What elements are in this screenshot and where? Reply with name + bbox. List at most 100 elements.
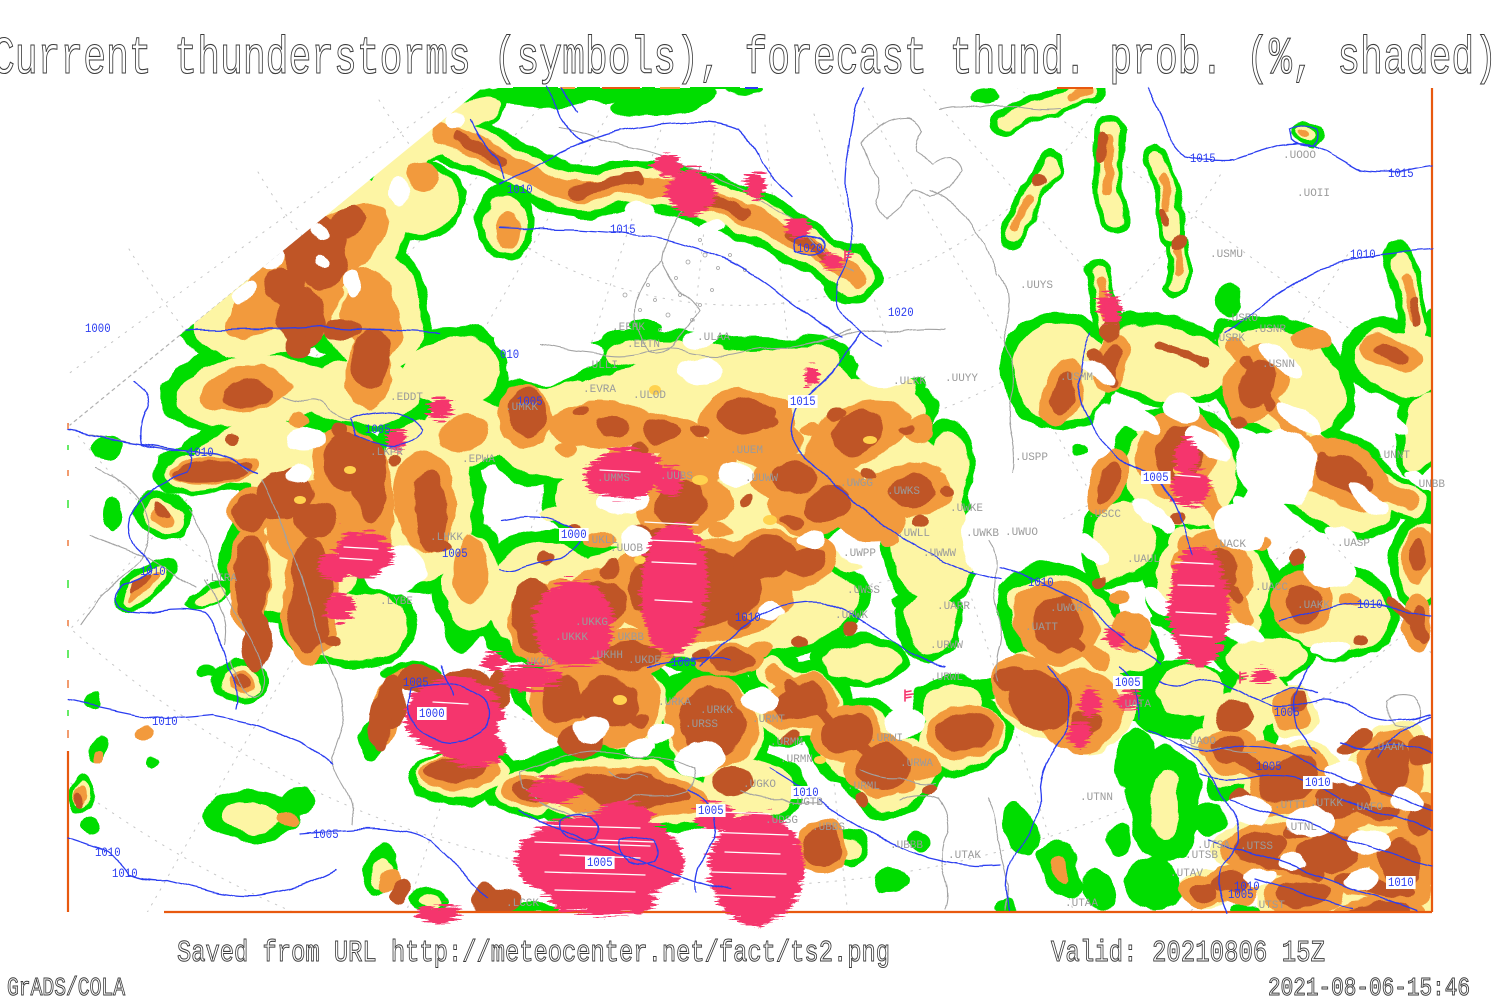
svg-text:1010: 1010: [1234, 879, 1260, 894]
svg-text:.USRK: .USRK: [1212, 333, 1245, 345]
svg-text:.UACC: .UACC: [1255, 582, 1288, 594]
svg-text:.UKOO: .UKOO: [520, 657, 553, 669]
svg-text:.UKHH: .UKHH: [590, 650, 623, 662]
svg-text:GrADS/COLA: GrADS/COLA: [7, 974, 125, 1000]
svg-text:.USNN: .USNN: [1262, 359, 1295, 371]
svg-text:1005: 1005: [313, 827, 339, 842]
svg-text:1005: 1005: [1115, 675, 1141, 690]
svg-text:.UOOO: .UOOO: [1283, 150, 1316, 162]
svg-text:.LHKK: .LHKK: [430, 532, 463, 544]
svg-text:.UUOB: .UUOB: [610, 543, 643, 555]
svg-text:.UWGG: .UWGG: [840, 478, 873, 490]
svg-text:1005: 1005: [698, 803, 724, 818]
svg-text:.USMU: .USMU: [1210, 249, 1243, 261]
svg-text:.UAFO: .UAFO: [1350, 802, 1383, 814]
svg-text:.UTST: .UTST: [1252, 900, 1285, 912]
svg-text:1010: 1010: [1357, 597, 1383, 612]
svg-text:1010: 1010: [95, 845, 121, 860]
svg-text:1005: 1005: [403, 675, 429, 690]
svg-text:1005: 1005: [671, 655, 697, 670]
svg-text:.UKBB: .UKBB: [611, 632, 644, 644]
svg-text:.UWKE: .UWKE: [950, 503, 983, 515]
svg-text:.UARR: .UARR: [937, 601, 970, 613]
svg-text:.UMMS: .UMMS: [597, 473, 630, 485]
svg-text:.EETN: .EETN: [627, 339, 660, 351]
svg-text:.UTSB: .UTSB: [1185, 850, 1218, 862]
svg-text:.UOII: .UOII: [1297, 188, 1330, 200]
svg-text:.UBBB: .UBBB: [890, 840, 923, 852]
svg-text:.UATA: .UATA: [1118, 699, 1151, 711]
svg-text:1015: 1015: [1388, 166, 1414, 181]
svg-text:Valid: 20210806 15Z: Valid: 20210806 15Z: [1051, 936, 1325, 971]
svg-text:.URWI: .URWI: [870, 733, 903, 745]
svg-text:1015: 1015: [610, 222, 636, 237]
svg-text:.URWK: .URWK: [835, 610, 868, 622]
svg-text:.ULLI: .ULLI: [585, 360, 618, 372]
svg-text:.UBBS: .UBBS: [812, 822, 845, 834]
svg-text:1010: 1010: [140, 564, 166, 579]
svg-text:.EPWA: .EPWA: [462, 454, 495, 466]
svg-text:1015: 1015: [1190, 151, 1216, 166]
svg-text:.UWKS: .UWKS: [887, 486, 920, 498]
svg-text:.UUBS: .UUBS: [660, 471, 693, 483]
svg-text:.URWA: .URWA: [900, 758, 933, 770]
svg-text:.USPP: .USPP: [1015, 452, 1048, 464]
svg-text:.UTSA: .UTSA: [1197, 840, 1230, 852]
svg-text:Current thunderstorms (symbols: Current thunderstorms (symbols), forecas…: [0, 30, 1497, 90]
svg-text:.UKKK: .UKKK: [555, 632, 588, 644]
svg-text:.UACK: .UACK: [1213, 539, 1246, 551]
svg-text:.URMT: .URMT: [752, 714, 785, 726]
svg-text:1005: 1005: [517, 394, 543, 409]
svg-text:.UTSS: .UTSS: [1240, 841, 1273, 853]
svg-text:.UUEM: .UUEM: [730, 445, 763, 457]
svg-text:1010: 1010: [112, 866, 138, 881]
svg-text:.LKPR: .LKPR: [370, 447, 403, 459]
svg-text:.URMM: .URMM: [770, 737, 803, 749]
svg-text:1010: 1010: [1028, 575, 1054, 590]
svg-text:.UWUO: .UWUO: [1005, 527, 1038, 539]
svg-text:.UAKK: .UAKK: [1297, 600, 1330, 612]
svg-text:.UTAV: .UTAV: [1170, 868, 1203, 880]
svg-text:.UWLL: .UWLL: [897, 528, 930, 540]
svg-text:1005: 1005: [587, 855, 613, 870]
svg-text:.UWWW: .UWWW: [923, 548, 956, 560]
svg-text:1020: 1020: [797, 241, 823, 256]
svg-text:.UAUL: .UAUL: [1127, 554, 1160, 566]
svg-text:.USNR: .USNR: [1253, 324, 1286, 336]
svg-text:1000: 1000: [419, 706, 445, 721]
svg-text:1005: 1005: [1228, 887, 1254, 902]
svg-text:.UMKK: .UMKK: [505, 402, 538, 414]
svg-text:1020: 1020: [888, 305, 914, 320]
svg-text:.USCC: .USCC: [1088, 509, 1121, 521]
svg-text:1005: 1005: [1256, 759, 1282, 774]
svg-text:.UTAK: .UTAK: [948, 850, 981, 862]
svg-text:.UTNL: .UTNL: [1284, 822, 1317, 834]
svg-text:.URKK: .URKK: [700, 705, 733, 717]
svg-text:.UNNT: .UNNT: [1377, 450, 1410, 462]
svg-text:.USRO: .USRO: [1225, 313, 1258, 325]
svg-text:.UUYS: .UUYS: [1020, 280, 1053, 292]
svg-text:1000: 1000: [561, 527, 587, 542]
svg-text:.ULAA: .ULAA: [697, 332, 730, 344]
svg-text:.UAAM: .UAAM: [1371, 742, 1404, 754]
svg-text:.UTKK: .UTKK: [1310, 798, 1343, 810]
svg-text:.UNBB: .UNBB: [1412, 479, 1445, 491]
svg-text:.URMN: .URMN: [780, 754, 813, 766]
svg-text:1010: 1010: [793, 785, 819, 800]
svg-text:.LYBE: .LYBE: [380, 596, 413, 608]
svg-text:.UWPP: .UWPP: [843, 548, 876, 560]
svg-text:.UWSS: .UWSS: [847, 585, 880, 597]
svg-text:.UATT: .UATT: [1025, 622, 1058, 634]
svg-text:.URWL: .URWL: [930, 672, 963, 684]
svg-text:1010: 1010: [735, 610, 761, 625]
svg-text:.EDDT: .EDDT: [390, 392, 423, 404]
svg-text:.UGTB: .UGTB: [790, 797, 823, 809]
svg-text:2021-08-06-15:46: 2021-08-06-15:46: [1268, 974, 1470, 1000]
svg-text:.URWW: .URWW: [930, 640, 963, 652]
svg-text:1010: 1010: [1388, 875, 1414, 890]
svg-text:.USMM: .USMM: [1060, 372, 1093, 384]
svg-text:.UAOO: .UAOO: [1183, 736, 1216, 748]
svg-text:1010: 1010: [507, 182, 533, 197]
svg-text:.UGKO: .UGKO: [743, 779, 776, 791]
svg-text:.LIRA: .LIRA: [204, 573, 237, 585]
